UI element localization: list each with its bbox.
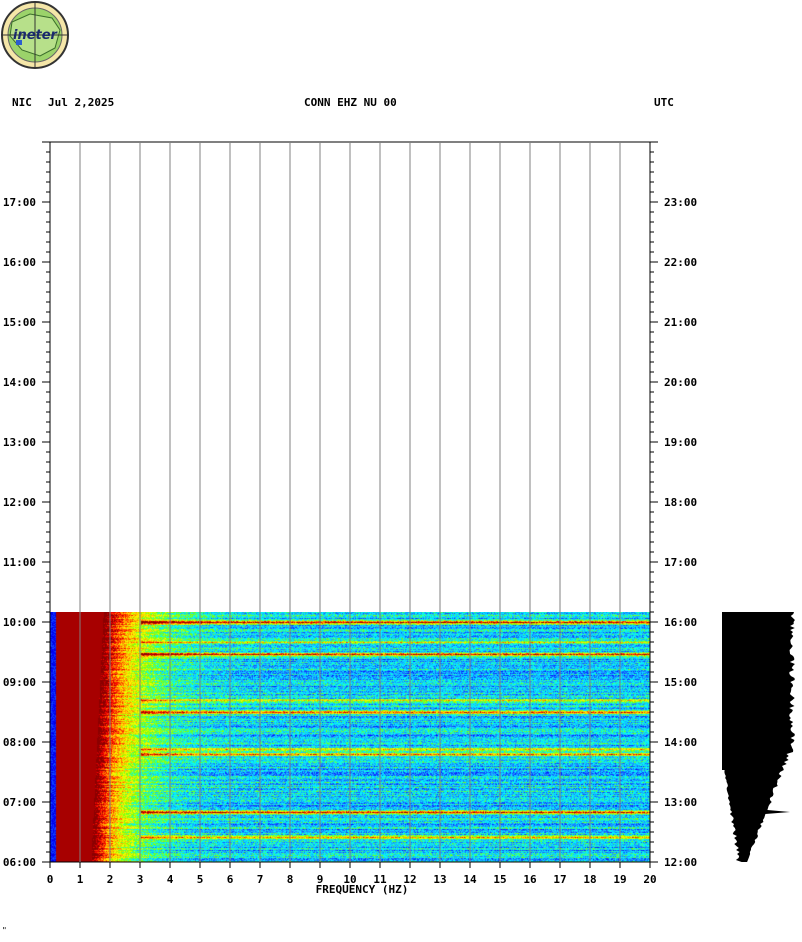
channel-label: CONN EHZ NU 00 xyxy=(304,96,397,109)
x-tick-label: 11 xyxy=(373,873,387,886)
y-tick-label: 07:00 xyxy=(3,796,36,809)
amplitude-envelope-cutout xyxy=(722,770,742,862)
y-tick-label: 19:00 xyxy=(664,436,697,449)
y-tick-label: 13:00 xyxy=(3,436,36,449)
y-tick-label: 13:00 xyxy=(664,796,697,809)
x-tick-label: 14 xyxy=(463,873,477,886)
grid-lines xyxy=(79,142,621,862)
svg-text:ineter: ineter xyxy=(13,28,59,43)
x-tick-label: 10 xyxy=(343,873,356,886)
x-tick-label: 3 xyxy=(137,873,144,886)
amplitude-trace xyxy=(722,612,795,862)
y-tick-label: 21:00 xyxy=(664,316,697,329)
y-tick-label: 09:00 xyxy=(3,676,36,689)
amplitude-envelope xyxy=(722,612,795,862)
x-axis-label: FREQUENCY (HZ) xyxy=(316,883,409,896)
x-tick-label: 19 xyxy=(613,873,626,886)
x-tick-label: 1 xyxy=(77,873,84,886)
y-tick-label: 14:00 xyxy=(3,376,36,389)
y-tick-label: 20:00 xyxy=(664,376,697,389)
y-tick-label: 16:00 xyxy=(664,616,697,629)
date-label: Jul 2,2025 xyxy=(48,96,115,109)
x-tick-label: 6 xyxy=(227,873,234,886)
y-tick-label: 10:00 xyxy=(3,616,36,629)
y-tick-label: 06:00 xyxy=(3,856,36,869)
x-tick-label: 0 xyxy=(47,873,54,886)
ineter-logo: ineter xyxy=(0,0,72,72)
timezone-label: UTC xyxy=(654,96,674,109)
x-tick-label: 16 xyxy=(523,873,537,886)
x-tick-label: 20 xyxy=(643,873,656,886)
x-tick-label: 8 xyxy=(287,873,294,886)
y-tick-label: 17:00 xyxy=(3,196,36,209)
y-tick-label: 16:00 xyxy=(3,256,36,269)
right-time-axis: 12:00 13:00 14:00 15:00 16:00 17:00 18:00 19:00… xyxy=(650,141,697,869)
footer-mark: " xyxy=(2,926,7,935)
network-code: NIC xyxy=(12,96,32,109)
y-tick-label: 15:00 xyxy=(664,676,697,689)
y-tick-label: 18:00 xyxy=(664,496,697,509)
y-tick-label: 08:00 xyxy=(3,736,36,749)
frequency-axis: 0 1 2 3 4 5 6 7 8 9 10 11 12 13 14 15 16 17 18 19 20 xyxy=(47,862,657,886)
y-tick-label: 15:00 xyxy=(3,316,36,329)
x-tick-label: 13 xyxy=(433,873,446,886)
y-tick-label: 14:00 xyxy=(664,736,697,749)
y-tick-label: 12:00 xyxy=(3,496,36,509)
x-tick-label: 9 xyxy=(317,873,324,886)
x-tick-label: 15 xyxy=(493,873,506,886)
x-tick-label: 2 xyxy=(107,873,114,886)
left-time-axis: 06:00 07:00 08:00 09:00 10:00 11:00 12:00 13:00… xyxy=(3,141,50,869)
x-tick-label: 17 xyxy=(553,873,566,886)
y-tick-label: 22:00 xyxy=(664,256,697,269)
x-tick-label: 7 xyxy=(257,873,264,886)
y-tick-label: 11:00 xyxy=(3,556,36,569)
x-tick-label: 4 xyxy=(167,873,174,886)
y-tick-label: 17:00 xyxy=(664,556,697,569)
x-tick-label: 12 xyxy=(403,873,416,886)
x-tick-label: 5 xyxy=(197,873,204,886)
y-tick-label: 12:00 xyxy=(664,856,697,869)
y-tick-label: 23:00 xyxy=(664,196,697,209)
x-tick-label: 18 xyxy=(583,873,596,886)
